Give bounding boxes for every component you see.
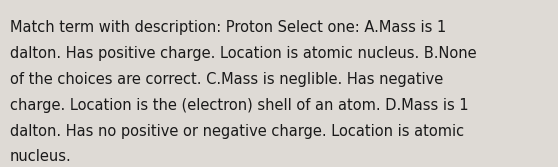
Text: charge. Location is the (electron) shell of an atom. D.Mass is 1: charge. Location is the (electron) shell… xyxy=(10,98,469,113)
Text: dalton. Has positive charge. Location is atomic nucleus. B.None: dalton. Has positive charge. Location is… xyxy=(10,46,477,61)
Text: of the choices are correct. C.Mass is neglible. Has negative: of the choices are correct. C.Mass is ne… xyxy=(10,72,443,87)
Text: Match term with description: Proton Select one: A.Mass is 1: Match term with description: Proton Sele… xyxy=(10,20,446,35)
Text: nucleus.: nucleus. xyxy=(10,149,72,164)
Text: dalton. Has no positive or negative charge. Location is atomic: dalton. Has no positive or negative char… xyxy=(10,124,464,139)
